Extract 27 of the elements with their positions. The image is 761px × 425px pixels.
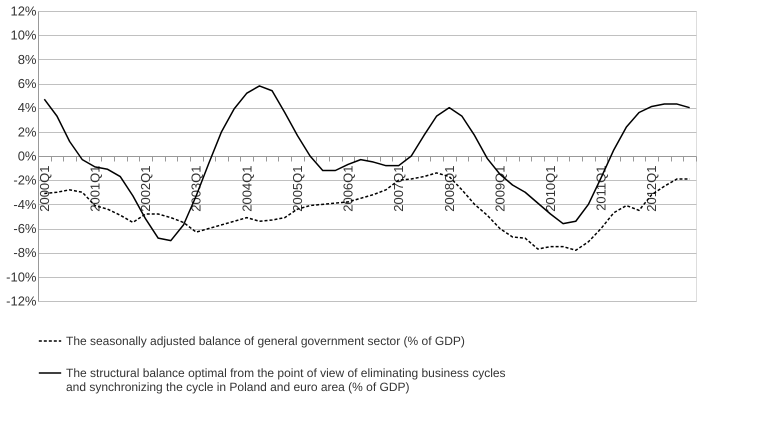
x-tick-label: 2004Q1	[239, 166, 254, 212]
x-tick-label: 2005Q1	[290, 166, 305, 212]
y-tick-label: -6%	[13, 221, 37, 236]
x-tick-label: 2006Q1	[340, 166, 356, 212]
y-tick-label: -4%	[13, 196, 37, 212]
x-tick-label: 2007Q1	[391, 166, 406, 212]
y-tick-label: -10%	[6, 269, 37, 284]
x-tick-label: 2001Q1	[87, 166, 102, 212]
x-tick-label: 2000Q1	[36, 166, 52, 212]
x-tick-label: 2011Q1	[594, 166, 609, 211]
y-tick-label: 0%	[18, 148, 37, 164]
x-tick-label: 2008Q1	[442, 166, 457, 212]
x-tick-label: 2009Q1	[492, 166, 508, 212]
y-tick-label: 12%	[10, 4, 37, 18]
x-tick-label: 2012Q1	[644, 166, 660, 212]
y-tick-label: -8%	[13, 245, 37, 260]
legend-label: The structural balance optimal from the point of view of eliminating business cycles and synchronizing the cycle in Poland and euro area (% of GDP)	[66, 366, 506, 394]
x-tick-label: 2010Q1	[542, 166, 558, 212]
y-tick-label: 10%	[10, 28, 37, 43]
x-tick-label: 2002Q1	[138, 166, 154, 212]
y-tick-label: 4%	[18, 100, 37, 116]
y-tick-label: 6%	[18, 76, 37, 91]
y-tick-label: 2%	[18, 124, 37, 140]
y-tick-label: -2%	[13, 172, 37, 188]
legend-label: The seasonally adjusted balance of general government sector (% of GDP)	[66, 334, 465, 348]
y-tick-label: 8%	[18, 52, 37, 67]
y-tick-label: -12%	[6, 294, 37, 308]
